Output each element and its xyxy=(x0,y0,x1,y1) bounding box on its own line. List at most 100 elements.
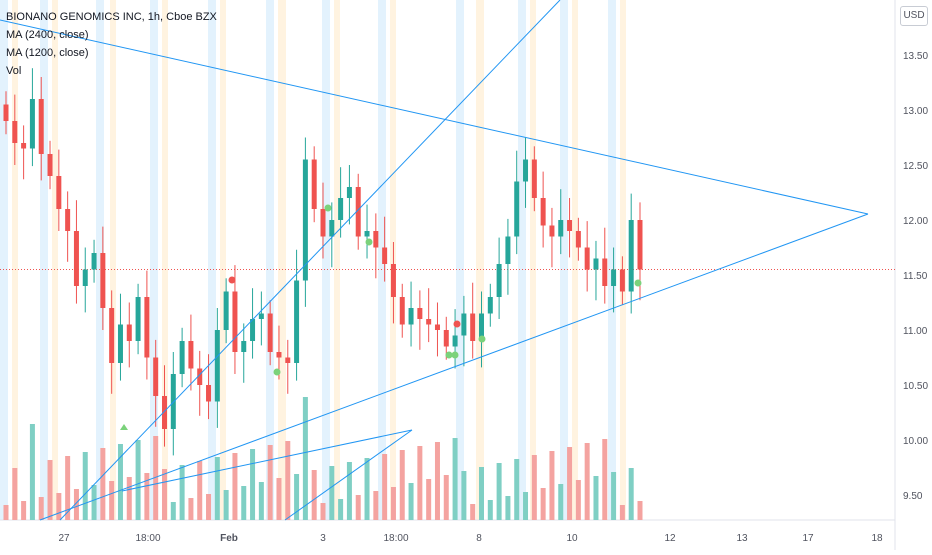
candle-body xyxy=(320,209,326,237)
volume-bar xyxy=(267,445,273,520)
volume-bar xyxy=(505,496,511,520)
candle-body xyxy=(214,330,220,402)
last-price-tag: 11.55 xyxy=(900,263,927,275)
candle-body xyxy=(382,247,388,264)
candle-body xyxy=(65,209,71,231)
session-band xyxy=(334,0,340,520)
legend-volume[interactable]: Vol xyxy=(6,65,22,77)
candle-body xyxy=(47,154,53,176)
candle-body xyxy=(135,297,141,341)
candle-body xyxy=(373,231,379,248)
volume-bar xyxy=(558,484,564,520)
volume-bar xyxy=(73,489,79,520)
volume-bar xyxy=(452,438,458,520)
time-tick-label: 3 xyxy=(320,533,326,544)
candle-body xyxy=(232,291,238,352)
volume-bar xyxy=(390,487,396,520)
candle-body xyxy=(346,187,352,198)
volume-bar xyxy=(302,397,308,520)
legend-ma-1200[interactable]: MA (1200, close) xyxy=(6,47,89,59)
session-band xyxy=(40,0,48,520)
session-band xyxy=(518,0,526,520)
candle-body xyxy=(593,258,599,270)
candle-body xyxy=(628,220,634,292)
time-tick-label: 13 xyxy=(736,533,748,544)
candle-body xyxy=(602,258,608,286)
session-band xyxy=(110,0,116,520)
price-tick-label: 11.50 xyxy=(903,271,928,282)
session-band xyxy=(560,0,568,520)
price-axis xyxy=(895,0,932,550)
time-tick-label: 18 xyxy=(871,533,883,544)
volume-bar xyxy=(514,459,520,520)
time-tick-label: 27 xyxy=(58,533,70,544)
candle-body xyxy=(21,143,27,149)
volume-bar xyxy=(29,424,35,520)
legend-title: BIONANO GENOMICS INC, 1h, Cboe BZX xyxy=(6,11,217,23)
session-band xyxy=(0,0,8,520)
volume-bar xyxy=(320,503,326,520)
candle-body xyxy=(443,330,449,347)
time-tick-label: 18:00 xyxy=(383,533,408,544)
time-tick-label: 8 xyxy=(476,533,482,544)
time-tick-label: 10 xyxy=(566,533,578,544)
candle-body xyxy=(223,291,229,330)
volume-bar xyxy=(549,451,555,520)
candle-body xyxy=(470,313,476,341)
signal-marker xyxy=(445,351,453,359)
candle-body xyxy=(179,341,185,374)
candle-body xyxy=(637,220,643,270)
volume-bar xyxy=(3,505,9,520)
candle-body xyxy=(3,104,9,121)
candle-body xyxy=(91,253,97,270)
candle-body xyxy=(408,308,414,325)
trend-line xyxy=(121,429,413,492)
candle-body xyxy=(82,269,88,286)
currency-button[interactable]: USD xyxy=(900,6,928,26)
price-tick-label: 10.50 xyxy=(903,381,928,392)
candle-body xyxy=(514,181,520,237)
candle-body xyxy=(426,319,432,325)
session-band xyxy=(162,0,168,520)
candle-body xyxy=(329,220,335,237)
volume-bar xyxy=(346,462,352,520)
candle-body xyxy=(267,313,273,352)
signal-marker xyxy=(324,204,332,212)
candle-body xyxy=(38,99,44,154)
candle-body xyxy=(153,357,159,396)
candle-body xyxy=(126,324,132,341)
session-band xyxy=(456,0,464,520)
candle-body xyxy=(523,159,529,182)
candle-body xyxy=(390,264,396,297)
volume-bar xyxy=(373,491,379,520)
candle-body xyxy=(619,269,625,292)
volume-bar xyxy=(162,469,167,520)
volume-bar xyxy=(426,479,432,520)
candle-body xyxy=(399,297,405,325)
candle-body xyxy=(144,297,150,358)
candle-body xyxy=(56,176,62,209)
candle-body xyxy=(338,198,344,220)
candle-body xyxy=(584,247,590,270)
legend-ma-2400[interactable]: MA (2400, close) xyxy=(6,29,89,41)
time-tick-label: 17 xyxy=(802,533,814,544)
volume-bar xyxy=(21,501,27,520)
session-band xyxy=(12,0,18,520)
volume-bar xyxy=(523,492,529,520)
candle-body xyxy=(73,231,79,286)
candle-body xyxy=(558,220,564,237)
price-tick-label: 13.00 xyxy=(903,106,928,117)
candle-body xyxy=(29,99,35,149)
price-tick-label: 10.00 xyxy=(903,436,928,447)
candle-body xyxy=(549,225,555,237)
candle-body xyxy=(188,341,194,369)
volume-bar xyxy=(329,466,335,520)
volume-bar xyxy=(206,494,212,520)
volume-bar xyxy=(619,505,625,520)
volume-bar xyxy=(338,499,344,520)
volume-bar xyxy=(461,471,467,520)
volume-bar xyxy=(223,490,229,520)
session-band xyxy=(530,0,536,520)
